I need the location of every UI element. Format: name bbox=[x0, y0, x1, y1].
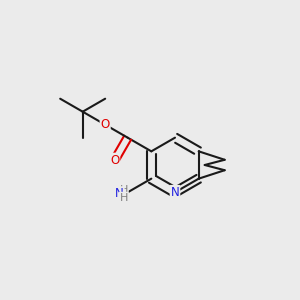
Text: O: O bbox=[110, 154, 119, 167]
Text: H: H bbox=[119, 193, 128, 203]
Text: O: O bbox=[100, 118, 110, 131]
Text: H: H bbox=[119, 185, 128, 195]
Text: N: N bbox=[171, 186, 179, 199]
Text: N: N bbox=[115, 187, 124, 200]
